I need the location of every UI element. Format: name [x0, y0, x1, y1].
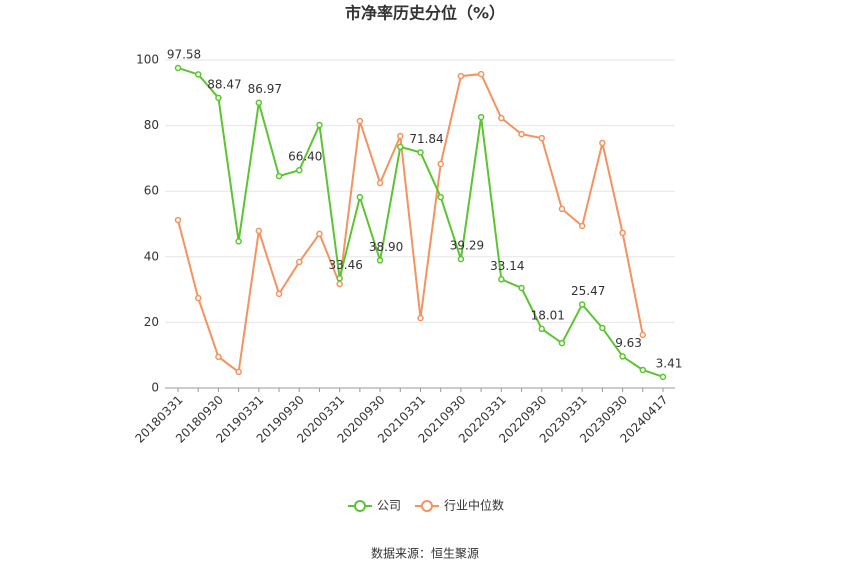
point [599, 324, 606, 332]
point [558, 205, 566, 213]
point [437, 160, 444, 168]
point [215, 94, 222, 102]
series-line [177, 73, 644, 374]
point [316, 121, 323, 129]
point [659, 373, 667, 381]
point [417, 314, 424, 322]
point [538, 325, 545, 333]
data-label: 66.40 [288, 150, 322, 164]
point [437, 193, 444, 201]
y-tick-label: 20 [144, 315, 159, 329]
point [174, 216, 182, 224]
point [498, 276, 505, 283]
point [255, 227, 263, 235]
series-line [177, 66, 664, 378]
point [639, 366, 647, 374]
point [356, 193, 364, 201]
point [619, 229, 626, 237]
point [275, 172, 283, 180]
point [376, 257, 384, 264]
data-label: 18.01 [531, 308, 565, 322]
point [417, 149, 424, 156]
data-label: 3.41 [656, 356, 683, 370]
point [336, 275, 343, 282]
point [457, 255, 465, 263]
point [296, 166, 303, 174]
chart-title: 市净率历史分位（%） [345, 4, 505, 23]
point [194, 71, 202, 78]
legend-label: 公司 [377, 499, 401, 513]
data-label: 71.84 [409, 132, 443, 146]
data-label: 86.97 [248, 82, 282, 96]
y-tick-label: 60 [144, 184, 159, 198]
y-tick-label: 0 [151, 381, 159, 395]
data-label: 9.63 [615, 336, 642, 350]
legend-swatch [421, 500, 433, 512]
legend-swatch [354, 500, 366, 512]
point [235, 368, 242, 376]
point [477, 70, 485, 78]
point [235, 238, 242, 245]
point [498, 114, 505, 122]
point [477, 113, 485, 121]
point [376, 179, 384, 187]
point [599, 139, 606, 147]
y-tick-label: 40 [144, 249, 159, 263]
data-label: 38.90 [369, 240, 403, 254]
data-label: 88.47 [207, 77, 241, 91]
point [457, 72, 465, 80]
point [296, 258, 303, 266]
point [194, 294, 202, 302]
y-tick-label: 80 [144, 118, 159, 132]
point [397, 132, 404, 140]
point [275, 290, 283, 298]
point [518, 284, 525, 292]
data-label: 33.14 [490, 259, 524, 273]
data-label: 97.58 [167, 47, 201, 61]
point [558, 339, 566, 347]
source-note: 数据来源：恒生聚源 [371, 546, 479, 561]
point [397, 143, 404, 151]
point [255, 99, 263, 106]
point [538, 134, 545, 142]
point [639, 331, 647, 339]
point [578, 222, 586, 230]
data-label: 33.46 [328, 258, 362, 272]
data-label: 25.47 [571, 284, 605, 298]
point [174, 64, 182, 72]
point [518, 130, 525, 138]
data-label: 39.29 [450, 239, 484, 253]
y-tick-label: 100 [136, 53, 159, 67]
point [578, 301, 586, 308]
point [336, 280, 343, 288]
point [619, 353, 626, 360]
point [316, 230, 323, 238]
legend-label: 行业中位数 [444, 498, 504, 513]
point [215, 353, 222, 361]
point [356, 117, 364, 125]
